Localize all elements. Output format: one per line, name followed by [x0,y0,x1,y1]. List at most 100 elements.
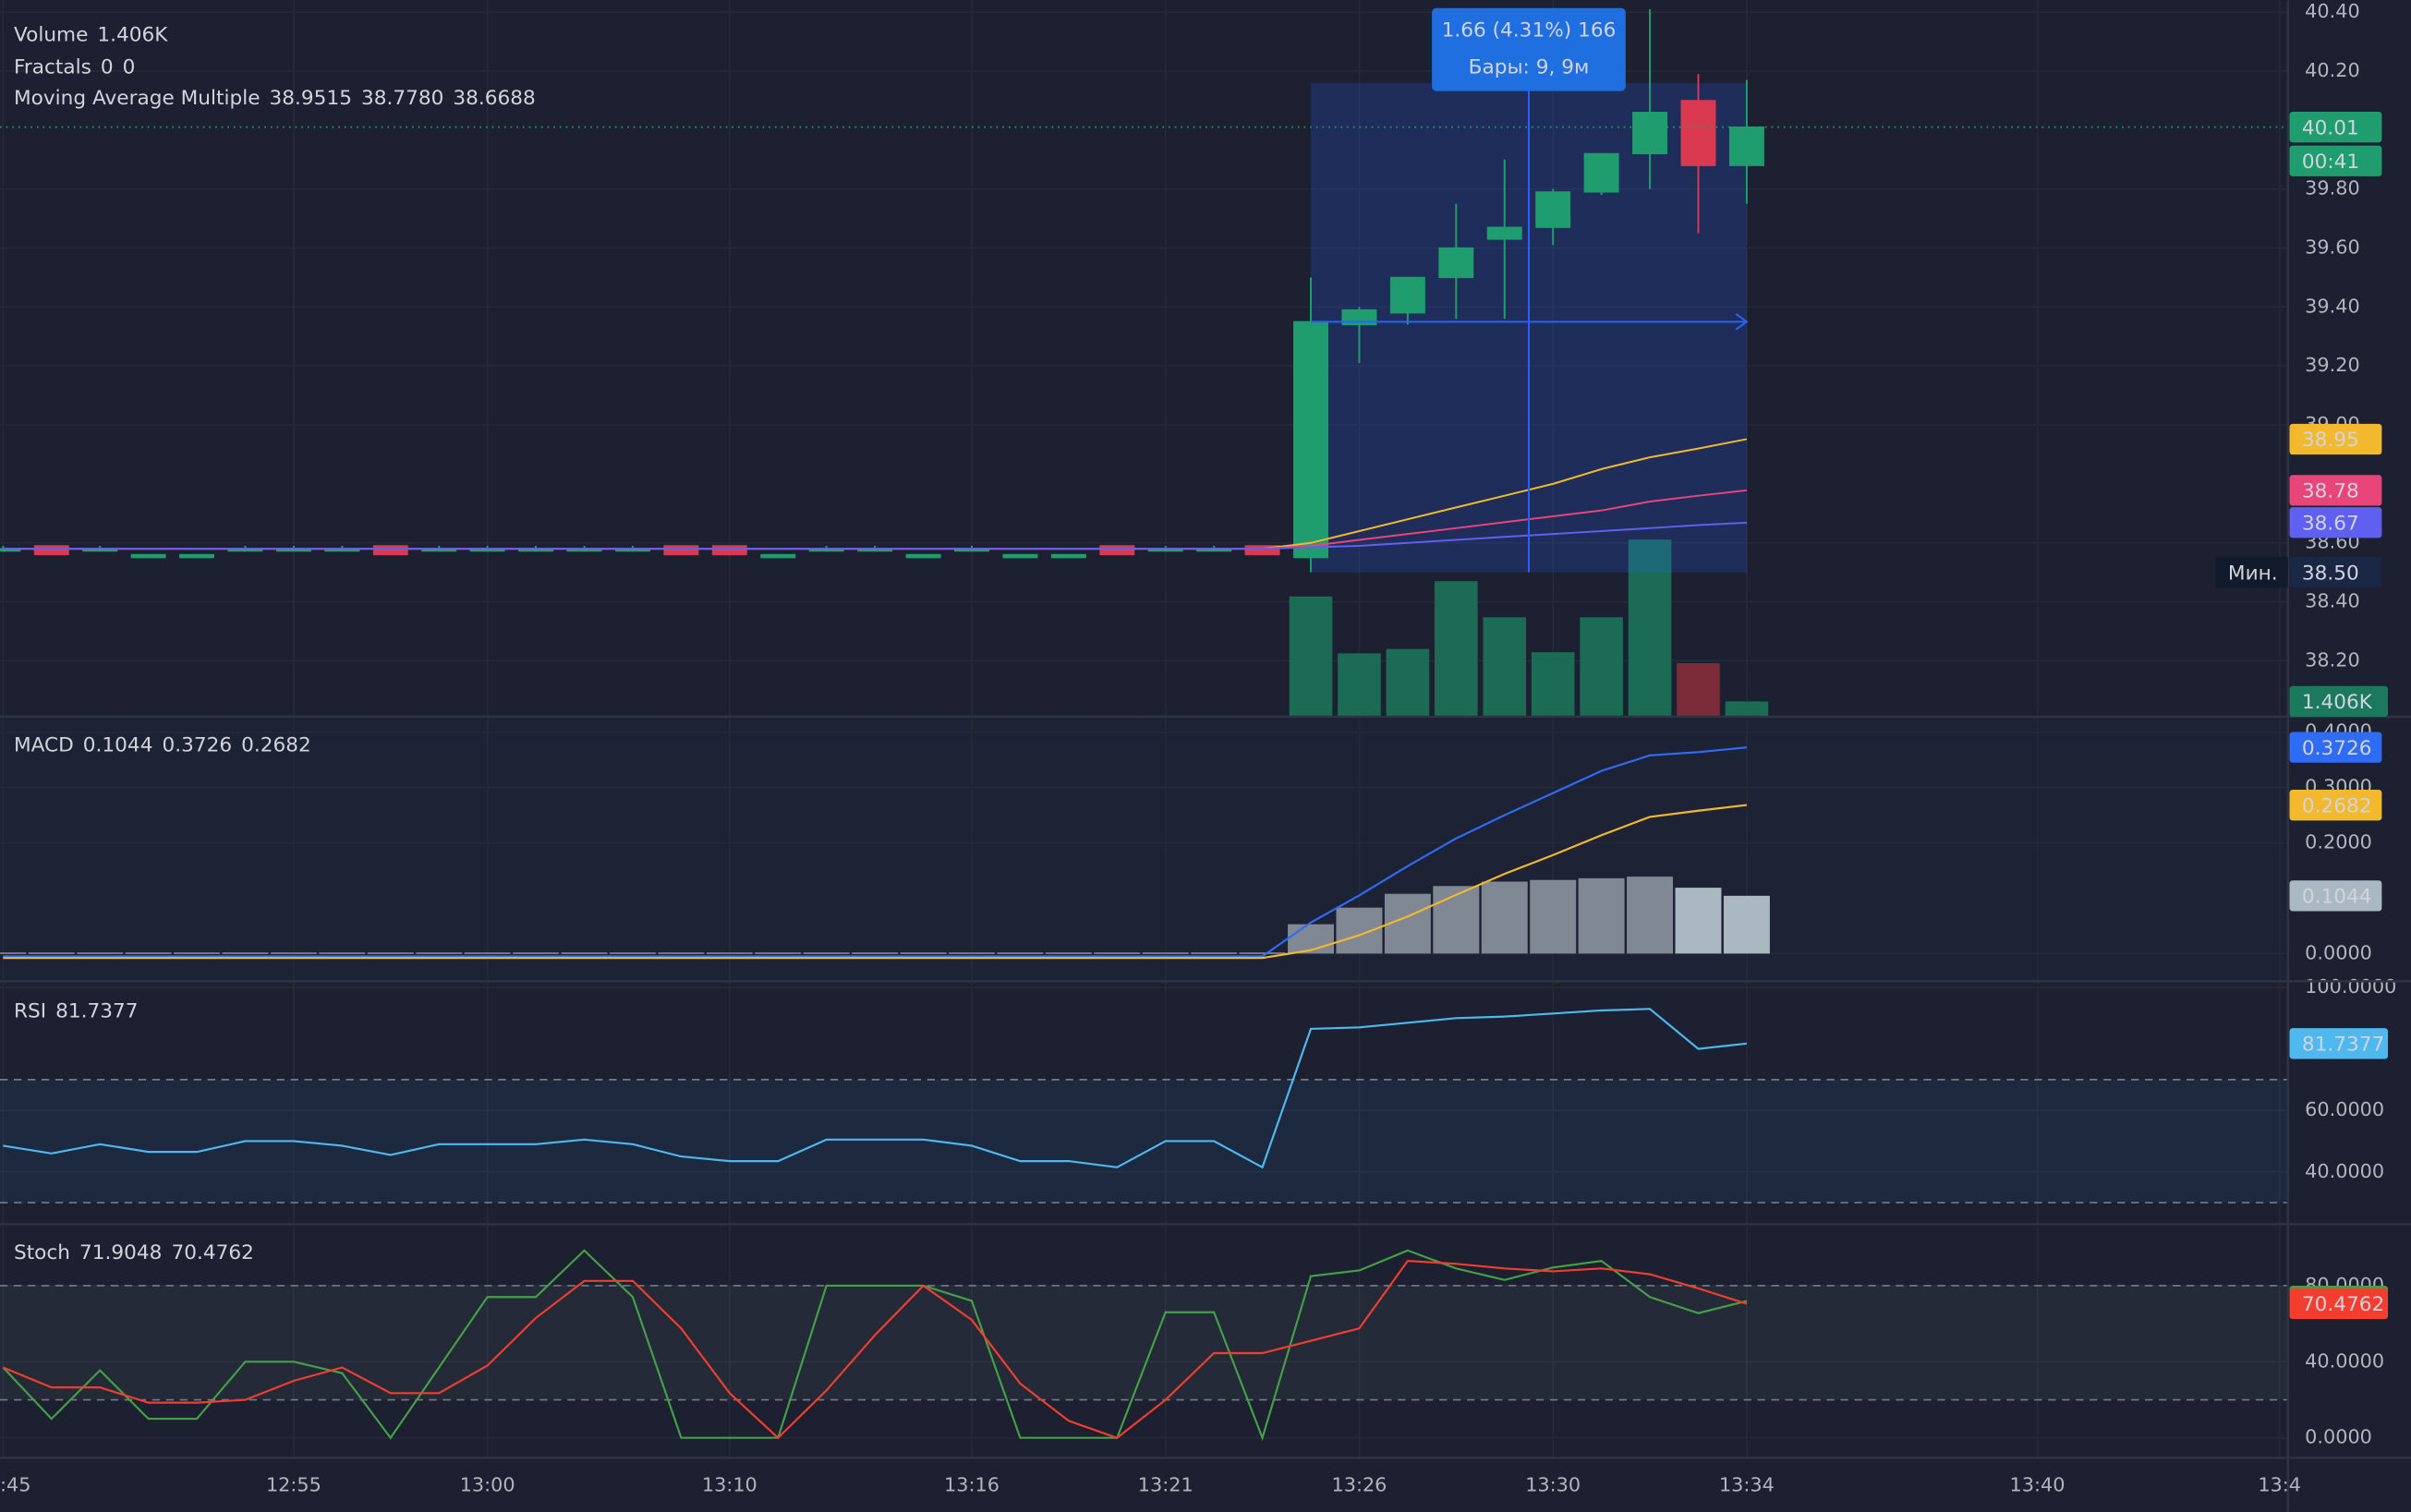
candle-body [1099,545,1135,556]
histogram-bar [319,952,366,954]
histogram-bar [755,952,802,954]
volume-bar [1435,581,1478,718]
histogram-bar [706,952,753,954]
histogram-bar [900,952,947,954]
candle-body [1002,553,1038,559]
legend-value: 0 [123,56,136,79]
histogram-bar [513,952,560,954]
y-tick-label: 0.0000 [2305,941,2372,963]
legend-label: Moving Average Multiple [14,87,260,110]
histogram-bar [803,952,850,954]
axis-label-box [2289,685,2389,718]
histogram-bar [464,952,511,954]
histogram-bar [658,952,705,954]
x-tick-label: 13:21 [1138,1473,1193,1495]
candle-body [1583,152,1619,193]
x-tick-label: :45 [0,1473,30,1495]
axis-label: 70.4762 [2302,1293,2384,1316]
histogram-bar [949,952,995,954]
candle-body [760,553,796,559]
histogram-bar [1627,877,1674,954]
x-tick-label: 13:00 [460,1473,515,1495]
histogram-bar [609,952,656,954]
candle-body [1680,100,1716,166]
histogram-bar [1239,952,1286,954]
axis-label: 38.95 [2302,429,2359,452]
candle-body [1050,553,1086,559]
candle-body [711,545,747,556]
legend-label: Fractals [14,56,91,79]
legend-label: Volume [14,24,88,47]
histogram-bar [0,952,27,954]
y-tick-label: 0.2000 [2305,831,2372,853]
candle-body [1293,321,1328,559]
volume-bar [1338,653,1381,718]
candle-body [130,553,166,559]
y-tick-label: 38.40 [2305,590,2360,612]
pane-background [0,718,2288,982]
histogram-bar [1045,952,1092,954]
axis-label-box [2289,556,2382,588]
legend-value: 0 [101,56,114,79]
legend-label: MACD [14,734,74,757]
line [3,804,1748,960]
pane [0,0,2288,718]
histogram-bar [997,952,1044,954]
axis-label: 1.406K [2302,691,2373,714]
x-tick-label: 13:30 [1525,1473,1581,1495]
histogram-bar [270,952,317,954]
histogram-bar [1142,952,1189,954]
candle-body [1728,126,1764,166]
x-tick-label: 12:55 [266,1473,321,1495]
axis-label-box [2289,423,2382,455]
candle-body [1632,112,1668,155]
histogram-bar [222,952,269,954]
y-tick-label: 60.0000 [2305,1098,2384,1120]
axis-label: 0.1044 [2302,885,2372,908]
axis-label: 40.01 [2302,116,2359,139]
axis-label: 38.67 [2302,512,2359,535]
histogram-bar [1288,924,1334,954]
y-tick-label: 40.20 [2305,59,2360,81]
candle-body [1438,247,1474,279]
min-caption: Мин. [2228,562,2278,585]
volume-bar [1580,617,1623,718]
y-tick-label: 38.20 [2305,648,2360,671]
line [2,1249,1748,1442]
candle-body [179,553,215,559]
axis-label-box [2289,732,2382,763]
x-tick-label: 13:4 [2258,1473,2301,1495]
axis-label: 0.3726 [2302,737,2372,760]
legend-value: 71.9048 [79,1241,162,1264]
legend-value: 81.7377 [55,1000,138,1023]
histogram-bar [1094,952,1141,954]
axis-label: 81.7377 [2302,1033,2384,1056]
histogram-bar [852,952,899,954]
countdown-box [2289,145,2382,176]
histogram-bar [1578,877,1625,954]
axis-label-box [2289,790,2382,821]
candle-body [372,545,408,556]
measure-label: 1.66 (4.31%) 166 [1442,19,1617,42]
axis-label-box [2289,475,2382,506]
legend-value: 0.3726 [162,734,232,757]
histogram-bar [1723,895,1770,954]
countdown: 00:41 [2302,151,2359,174]
y-tick-label: 39.80 [2305,177,2360,200]
histogram-bar [1336,907,1383,954]
y-tick-label: 39.60 [2305,236,2360,259]
histogram-bar [1675,888,1722,954]
legend-label: RSI [14,1000,46,1023]
histogram-bar [28,952,75,954]
volume-bar [1289,596,1333,718]
candle-body [33,545,69,556]
x-tick-label: 13:16 [944,1473,1000,1495]
x-tick-label: 13:40 [2010,1473,2066,1495]
y-tick-label: 0.0000 [2305,1426,2372,1448]
pane [0,1226,2288,1458]
histogram-bar [1481,881,1528,954]
axis-label-box [2289,111,2382,143]
volume-bar [1677,663,1720,718]
